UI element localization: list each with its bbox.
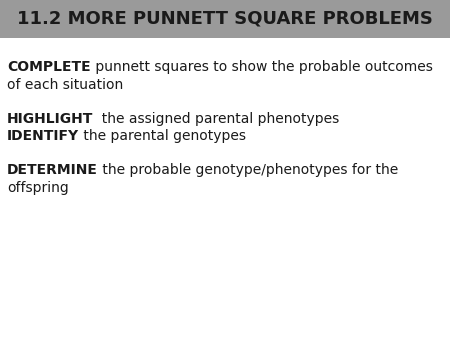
Text: punnett squares to show the probable outcomes: punnett squares to show the probable out… (90, 60, 432, 74)
Text: of each situation: of each situation (7, 78, 123, 92)
Text: DETERMINE: DETERMINE (7, 163, 98, 177)
Text: the probable genotype/phenotypes for the: the probable genotype/phenotypes for the (98, 163, 398, 177)
Text: offspring: offspring (7, 181, 69, 195)
Text: COMPLETE: COMPLETE (7, 60, 90, 74)
Text: HIGHLIGHT: HIGHLIGHT (7, 112, 94, 126)
Text: the parental genotypes: the parental genotypes (79, 129, 246, 143)
Text: the assigned parental phenotypes: the assigned parental phenotypes (94, 112, 340, 126)
Text: 11.2 MORE PUNNETT SQUARE PROBLEMS: 11.2 MORE PUNNETT SQUARE PROBLEMS (17, 10, 433, 28)
FancyBboxPatch shape (0, 0, 450, 38)
Text: IDENTIFY: IDENTIFY (7, 129, 79, 143)
